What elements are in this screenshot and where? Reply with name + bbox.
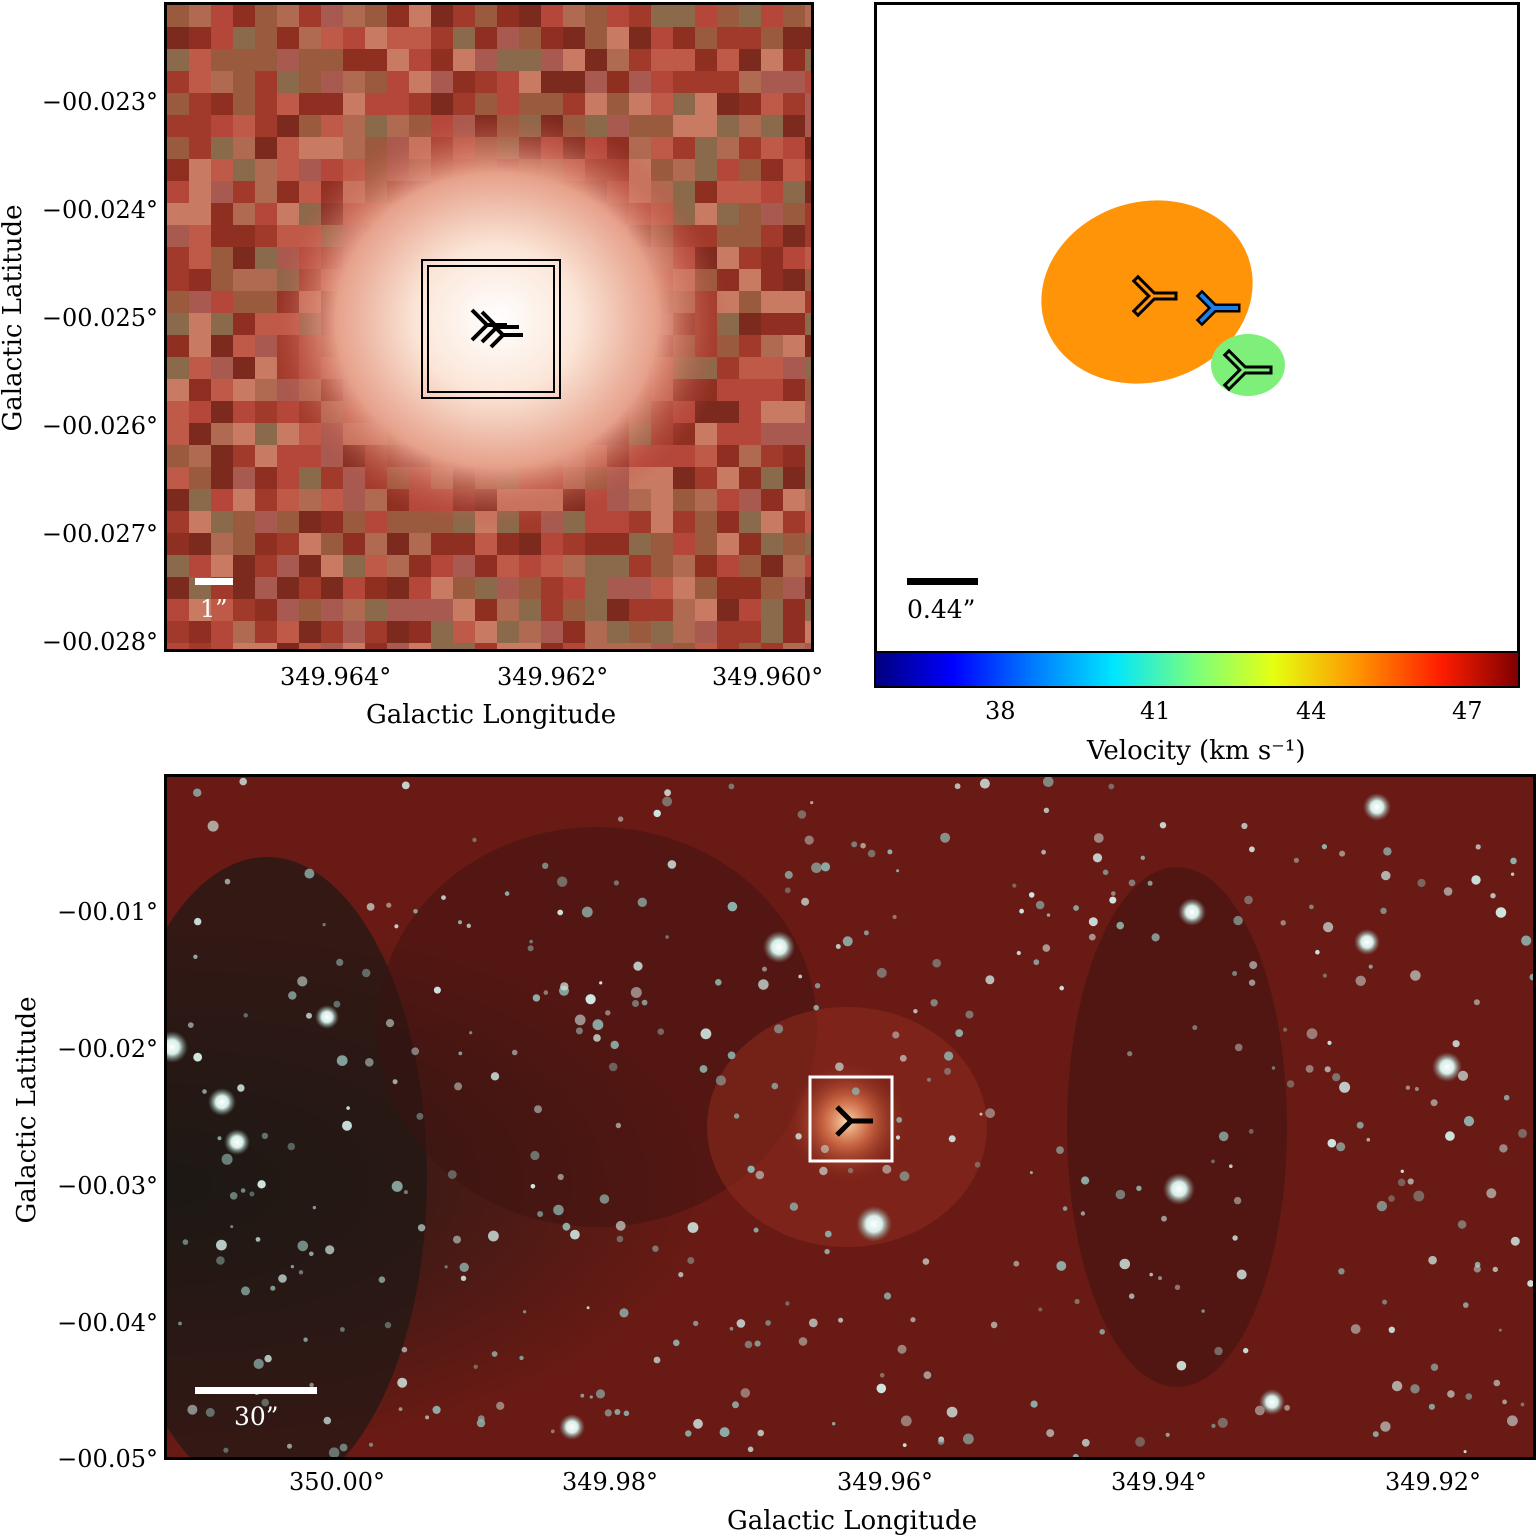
colorbar-title: Velocity (km s⁻¹) (1087, 736, 1306, 766)
zoom-image-panel: 1” (164, 2, 814, 652)
x-tick-label: 349.98° (562, 1468, 658, 1496)
x-tick-label: 349.92° (1385, 1468, 1481, 1496)
y-tick-label: −00.02° (57, 1035, 158, 1063)
velocity-colorbar (874, 651, 1520, 688)
colorbar-tick-label: 41 (1140, 697, 1171, 725)
green-velocity-region (1211, 334, 1285, 396)
colorbar-tick-label: 44 (1296, 697, 1327, 725)
wide-field-image-panel: 30” (164, 774, 1536, 1460)
y-tick-label: −00.025° (41, 304, 158, 332)
y-tick-label: −00.01° (57, 898, 158, 926)
wide-y-axis-title: Galactic Latitude (12, 996, 42, 1224)
marker-orange-icon (1131, 274, 1178, 318)
y-tick-label: −00.05° (57, 1445, 158, 1473)
wide-x-axis-title: Galactic Longitude (727, 1506, 978, 1536)
zoom-scale-bar (195, 578, 233, 585)
colorbar-tick-label: 47 (1452, 697, 1483, 725)
x-tick-label: 349.94° (1111, 1468, 1207, 1496)
x-tick-label: 349.962° (497, 663, 609, 691)
x-tick-label: 349.96° (837, 1468, 933, 1496)
zoom-scale-bar-label: 1” (200, 595, 228, 623)
wide-scale-bar (195, 1387, 317, 1394)
zoom-y-axis-title: Galactic Latitude (0, 204, 28, 432)
source-marker-icon (470, 308, 523, 349)
colorbar-tick-label: 38 (985, 697, 1016, 725)
marker-green-icon (1222, 348, 1273, 392)
zoom-region-box (808, 1075, 894, 1163)
y-tick-label: −00.028° (41, 628, 158, 656)
velocity-scale-bar-label: 0.44” (907, 595, 976, 624)
marker-blue-icon (1195, 289, 1241, 327)
y-tick-label: −00.027° (41, 520, 158, 548)
x-tick-label: 350.00° (289, 1468, 385, 1496)
velocity-map-svg (907, 200, 1285, 585)
source-marker-icon (835, 1105, 873, 1137)
wide-scale-bar-label: 30” (234, 1402, 279, 1431)
wide-field-image-svg (167, 777, 1533, 1457)
zoom-x-axis-title: Galactic Longitude (366, 700, 617, 730)
velocity-scale-bar (907, 578, 978, 585)
zoom-image-svg (167, 5, 811, 649)
velocity-map-panel: 0.44” (874, 2, 1520, 654)
y-tick-label: −00.03° (57, 1172, 158, 1200)
y-tick-label: −00.023° (41, 88, 158, 116)
x-tick-label: 349.964° (280, 663, 392, 691)
y-tick-label: −00.026° (41, 412, 158, 440)
y-tick-label: −00.024° (41, 196, 158, 224)
x-tick-label: 349.960° (712, 663, 824, 691)
y-tick-label: −00.04° (57, 1309, 158, 1337)
